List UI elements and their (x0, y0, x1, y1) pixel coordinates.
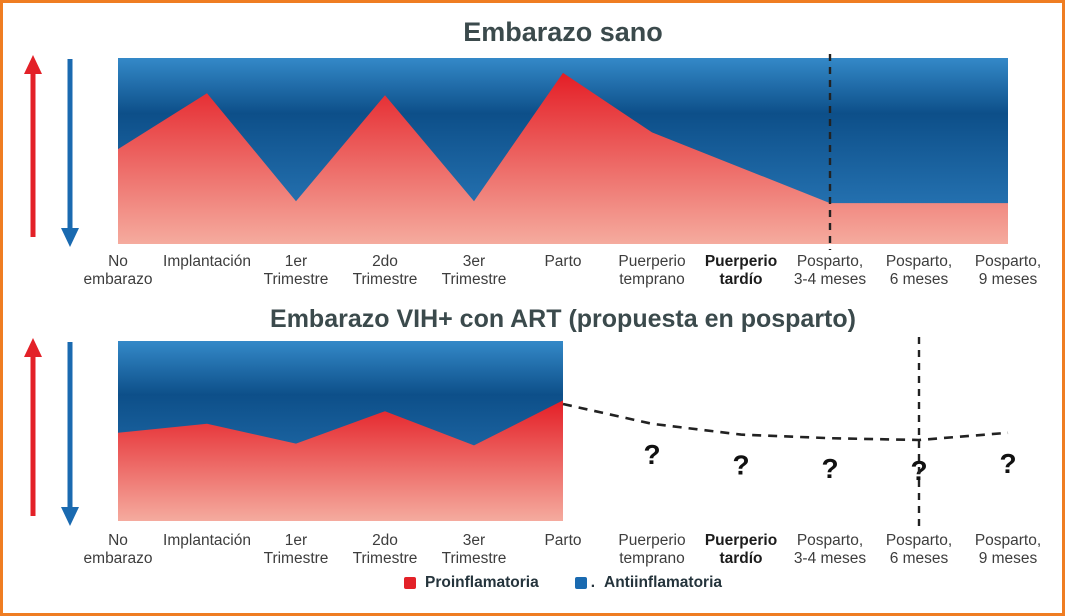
legend-label: Proinflamatoria (425, 574, 539, 591)
panel-title-healthy-pregnancy: Embarazo sano (463, 17, 663, 47)
proinflammatory-area (118, 72, 1008, 245)
x-axis-label: 1er Trimestre (263, 253, 329, 289)
x-axis-label: Implantación (163, 532, 251, 549)
legend-label: Antiinflamatoria (604, 574, 722, 591)
x-axis-label: Puerperio temprano (618, 253, 686, 289)
hiv-art-pregnancy-chart: ????? (118, 337, 1017, 527)
x-axis-label: No embarazo (83, 253, 153, 289)
healthy-pregnancy-chart (118, 54, 1008, 250)
x-axis-label: 3er Trimestre (441, 532, 507, 568)
proinflammatory-area (118, 400, 563, 521)
axis-direction-arrows (24, 55, 79, 247)
x-axis-label: Posparto, 9 meses (974, 532, 1042, 568)
proinflammatory-up-arrow-icon (24, 338, 42, 357)
x-axis-label: Implantación (163, 253, 251, 270)
panel-title-hiv-art-pregnancy: Embarazo VIH+ con ART (propuesta en posp… (270, 305, 856, 333)
antiinflammatory-down-arrow-icon (61, 507, 79, 526)
legend-item: Proinflamatoria (404, 574, 539, 592)
antiinflammatory-down-arrow-icon (61, 228, 79, 247)
x-axis-label: Posparto, 9 meses (974, 253, 1042, 289)
x-axis-label: No embarazo (83, 532, 153, 568)
x-axis-label: Posparto, 6 meses (885, 532, 953, 568)
axis-direction-arrows (24, 338, 79, 526)
x-axis-label: 1er Trimestre (263, 532, 329, 568)
unknown-question-mark: ? (821, 453, 838, 484)
legend-dot: . (590, 574, 596, 591)
x-axis-label: Parto (544, 253, 582, 270)
x-axis-label: Posparto, 3-4 meses (793, 253, 867, 289)
x-axis-label: 3er Trimestre (441, 253, 507, 289)
legend: Proinflamatoria. Antiinflamatoria (118, 574, 1008, 592)
legend-item: . Antiinflamatoria (574, 574, 722, 592)
unknown-question-mark: ? (643, 439, 660, 470)
x-axis-labels-hiv-art: No embarazo Implantación 1er Trimestre 2do Tri… (84, 532, 1042, 576)
x-axis-label: Parto (544, 532, 582, 549)
x-axis-label: 2do Trimestre (352, 253, 418, 289)
x-axis-label: Puerperio temprano (618, 532, 686, 568)
x-axis-labels-healthy: No embarazo Implantación 1er Trimestre 2do Tri… (84, 253, 1042, 297)
x-axis-label: 2do Trimestre (352, 532, 418, 568)
unknown-question-mark: ? (999, 448, 1016, 479)
x-axis-label: Posparto, 6 meses (885, 253, 953, 289)
proinflammatory-up-arrow-icon (24, 55, 42, 74)
x-axis-label: Puerperio tardío (704, 253, 778, 289)
x-axis-label: Puerperio tardío (704, 532, 778, 568)
unknown-question-mark: ? (732, 450, 749, 481)
legend-swatch (574, 577, 587, 589)
legend-swatch (404, 577, 416, 589)
projected-proinflammatory-line (562, 402, 1009, 442)
x-axis-label: Posparto, 3-4 meses (793, 532, 867, 568)
